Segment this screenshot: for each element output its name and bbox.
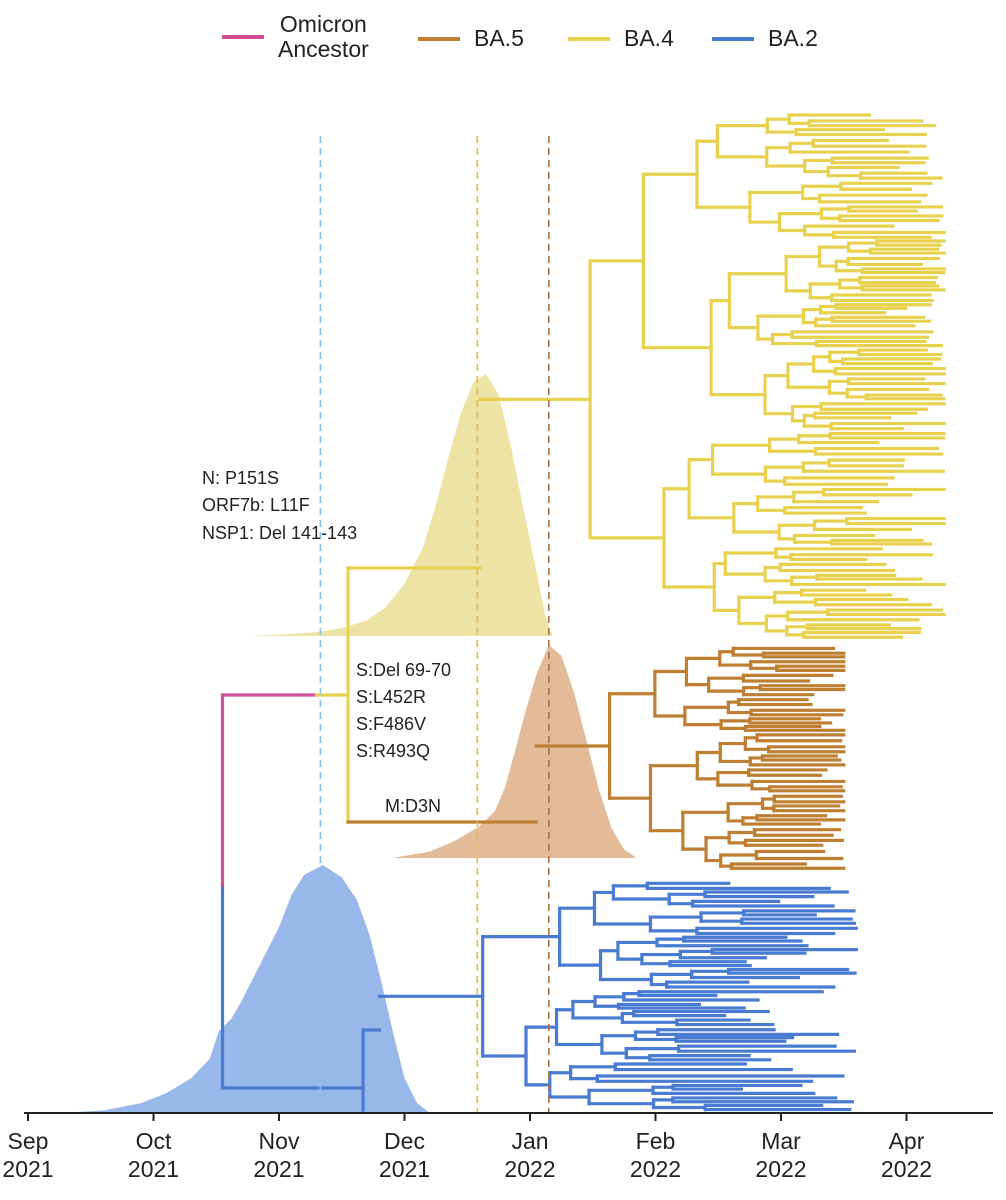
x-tick-label-month: Jan — [511, 1128, 548, 1154]
x-tick-label-year: 2021 — [128, 1156, 179, 1182]
density-ba2 — [59, 865, 430, 1113]
legend-swatch-ba5 — [418, 36, 460, 41]
legend: Omicron Ancestor BA.5 BA.4 BA.2 — [0, 12, 1006, 72]
legend-swatch-ba2 — [712, 36, 754, 41]
density-ba5 — [391, 645, 637, 858]
legend-label-omicron: Omicron Ancestor — [278, 12, 369, 62]
density-layer — [59, 374, 637, 1113]
x-tick-label-month: Nov — [259, 1128, 300, 1154]
x-tick-label-year: 2021 — [253, 1156, 304, 1182]
x-tick-label-month: Feb — [636, 1128, 676, 1154]
x-tick-label-year: 2021 — [379, 1156, 430, 1182]
tmrca-lines — [319, 136, 550, 1113]
x-tick-label-year: 2022 — [630, 1156, 681, 1182]
ba5-m-mutation: M:D3N — [385, 796, 441, 816]
x-tick-label-year: 2022 — [755, 1156, 806, 1182]
x-tick-label-month: Dec — [384, 1128, 425, 1154]
legend-label-ba4: BA.4 — [624, 25, 674, 51]
legend-label-omicron-line2: Ancestor — [278, 36, 369, 62]
ba4-mutation-3: NSP1: Del 141-143 — [202, 523, 357, 543]
legend-label-omicron-line1: Omicron — [279, 11, 367, 37]
ba5-mutation-1: S:Del 69-70 — [356, 660, 451, 680]
ba5-mutation-3: S:F486V — [356, 714, 426, 734]
x-axis: Sep2021Oct2021Nov2021Dec2021Jan2022Feb20… — [2, 1112, 993, 1182]
density-ba4 — [247, 374, 553, 636]
ba4-mutation-2: ORF7b: L11F — [202, 495, 310, 515]
mutation-annotations: N: P151S ORF7b: L11F NSP1: Del 141-143 S… — [202, 468, 451, 816]
legend-item-omicron-ancestor: Omicron Ancestor — [222, 12, 369, 62]
ba5-mutation-4: S:R493Q — [356, 741, 430, 761]
legend-item-ba4: BA.4 — [568, 26, 674, 51]
x-tick-label-month: Apr — [889, 1128, 925, 1154]
ba5-mutation-2: S:L452R — [356, 687, 426, 707]
legend-label-ba5: BA.5 — [474, 25, 524, 51]
legend-label-ba2: BA.2 — [768, 25, 818, 51]
legend-item-ba2: BA.2 — [712, 26, 818, 51]
x-tick-label-month: Oct — [136, 1128, 172, 1154]
x-tick-label-year: 2022 — [881, 1156, 932, 1182]
legend-swatch-omicron — [222, 35, 264, 39]
x-tick-label-year: 2022 — [504, 1156, 555, 1182]
x-tick-label-month: Mar — [761, 1128, 801, 1154]
legend-item-ba5: BA.5 — [418, 26, 524, 51]
phylogenetic-tree — [220, 113, 946, 1112]
x-tick-label-month: Sep — [8, 1128, 49, 1154]
x-tick-label-year: 2021 — [2, 1156, 53, 1182]
legend-swatch-ba4 — [568, 36, 610, 41]
ba4-mutation-1: N: P151S — [202, 468, 279, 488]
